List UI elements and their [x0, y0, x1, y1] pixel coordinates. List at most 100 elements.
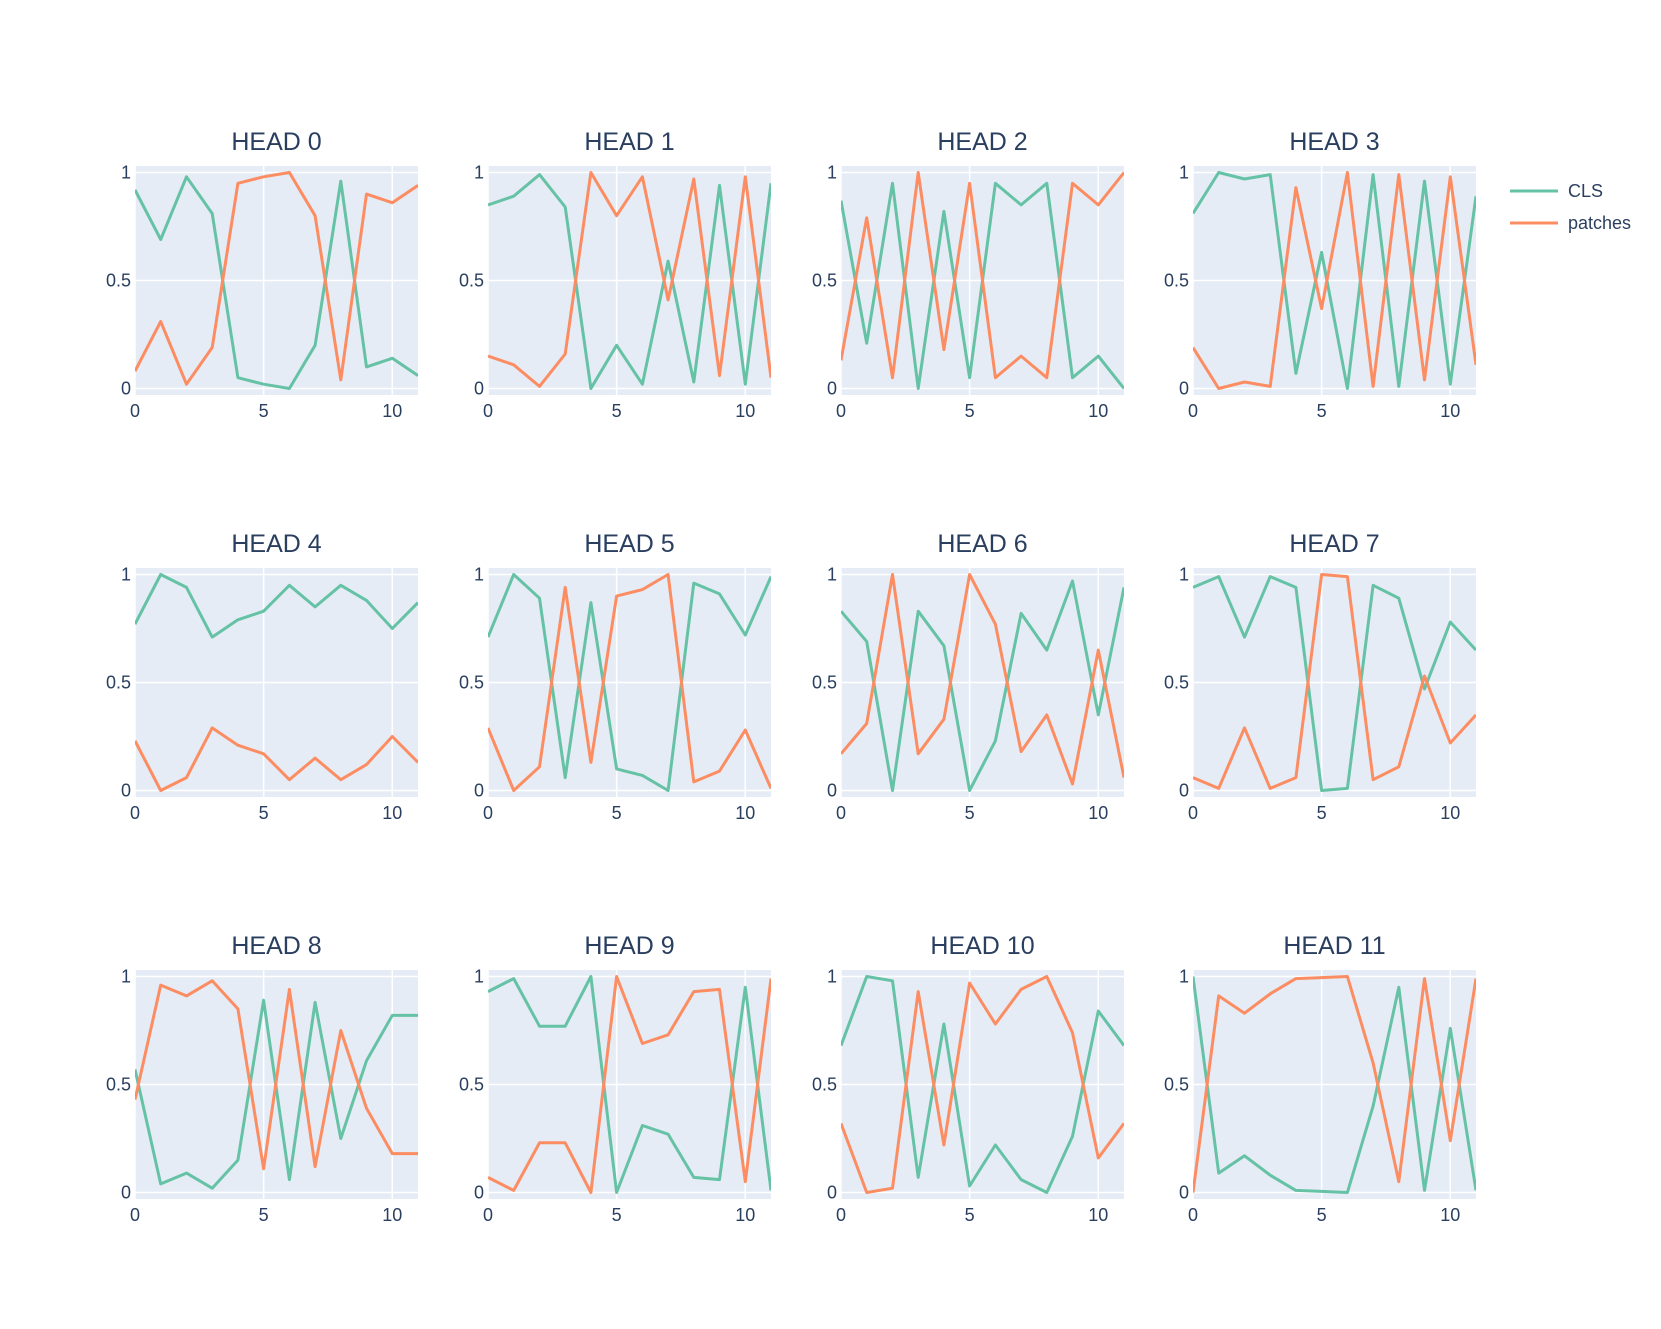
series-line-patches [841, 573, 1124, 786]
x-tick-label: 10 [735, 401, 755, 421]
series-line-patches [488, 171, 771, 388]
y-tick-label: 0 [827, 1183, 837, 1203]
y-tick-label: 0 [121, 379, 131, 399]
subplot-head-7: HEAD 700.510 5 10 [1164, 530, 1476, 823]
legend-item-cls[interactable]: CLS [1510, 181, 1603, 201]
y-tick-label: 1 [474, 564, 484, 584]
x-tick-label: 10 [1440, 1205, 1460, 1225]
subplot-head-2: HEAD 200.510 5 10 [812, 128, 1124, 421]
x-tick-label: 5 [965, 1205, 975, 1225]
y-tick-label: 0.5 [1164, 271, 1189, 291]
subplot-title: HEAD 9 [584, 932, 674, 960]
y-tick-label: 1 [1179, 162, 1189, 182]
x-tick-label: 5 [259, 1205, 269, 1225]
y-tick-label: 0 [474, 781, 484, 801]
y-tick-label: 1 [121, 564, 131, 584]
subplot-title: HEAD 1 [584, 128, 674, 156]
y-tick-label: 0.5 [106, 271, 131, 291]
x-tick-label: 10 [735, 1205, 755, 1225]
subplot-title: HEAD 4 [231, 530, 321, 558]
series-line-cls [135, 573, 418, 639]
y-tick-label: 0 [474, 1183, 484, 1203]
subplot-title: HEAD 5 [584, 530, 674, 558]
series-line-patches [1193, 573, 1476, 790]
x-tick-label: 5 [965, 803, 975, 823]
x-tick-label: 0 [483, 803, 493, 823]
y-tick-label: 0.5 [1164, 673, 1189, 693]
subplot-head-5: HEAD 500.510 5 10 [459, 530, 771, 823]
x-tick-label: 10 [382, 803, 402, 823]
y-tick-label: 0.5 [459, 673, 484, 693]
legend-item-patches[interactable]: patches [1510, 213, 1631, 233]
y-tick-label: 0 [827, 781, 837, 801]
y-tick-label: 0.5 [459, 271, 484, 291]
legend-label: patches [1568, 213, 1631, 233]
y-tick-label: 0 [1179, 379, 1189, 399]
x-tick-label: 5 [965, 401, 975, 421]
y-tick-label: 1 [827, 162, 837, 182]
series-line-cls [841, 975, 1124, 1194]
subplot-title: HEAD 0 [231, 128, 321, 156]
series-line-cls [488, 173, 771, 390]
y-tick-label: 0.5 [106, 673, 131, 693]
series-line-patches [135, 171, 418, 386]
subplot-head-0: HEAD 000.510 5 10 [106, 128, 418, 421]
series-line-cls [1193, 171, 1476, 390]
x-tick-label: 0 [836, 803, 846, 823]
x-tick-label: 0 [130, 401, 140, 421]
x-tick-label: 5 [259, 401, 269, 421]
y-tick-label: 0 [474, 379, 484, 399]
subplot-title: HEAD 11 [1283, 932, 1385, 960]
y-tick-label: 0 [827, 379, 837, 399]
series-line-cls [841, 579, 1124, 792]
x-tick-label: 5 [259, 803, 269, 823]
x-tick-label: 10 [382, 401, 402, 421]
x-tick-label: 5 [612, 1205, 622, 1225]
y-tick-label: 0.5 [459, 1075, 484, 1095]
series-line-cls [488, 975, 771, 1194]
y-tick-label: 1 [474, 162, 484, 182]
subplot-title: HEAD 6 [937, 530, 1027, 558]
y-tick-label: 1 [1179, 966, 1189, 986]
series-line-patches [488, 975, 771, 1194]
y-tick-label: 0 [1179, 1183, 1189, 1203]
y-tick-label: 1 [827, 966, 837, 986]
series-line-patches [135, 726, 418, 792]
series-line-cls [135, 175, 418, 390]
y-tick-label: 0 [121, 1183, 131, 1203]
y-tick-label: 0 [121, 781, 131, 801]
subplot-head-1: HEAD 100.510 5 10 [459, 128, 771, 421]
subplot-head-8: HEAD 800.510 5 10 [106, 932, 418, 1225]
x-tick-label: 5 [1317, 803, 1327, 823]
y-tick-label: 1 [121, 162, 131, 182]
y-tick-label: 1 [1179, 564, 1189, 584]
subplot-title: HEAD 2 [937, 128, 1027, 156]
y-tick-label: 0.5 [106, 1075, 131, 1095]
y-tick-label: 1 [121, 966, 131, 986]
series-line-patches [1193, 975, 1476, 1193]
x-tick-label: 10 [382, 1205, 402, 1225]
subplot-title: HEAD 8 [231, 932, 321, 960]
x-tick-label: 10 [1088, 803, 1108, 823]
x-tick-label: 5 [1317, 401, 1327, 421]
y-tick-label: 1 [827, 564, 837, 584]
x-tick-label: 0 [1188, 803, 1198, 823]
x-tick-label: 10 [1088, 1205, 1108, 1225]
x-tick-label: 10 [1088, 401, 1108, 421]
legend-label: CLS [1568, 181, 1603, 201]
x-tick-label: 10 [1440, 803, 1460, 823]
subplot-title: HEAD 10 [930, 932, 1034, 960]
series-line-cls [135, 998, 418, 1190]
x-tick-label: 5 [612, 803, 622, 823]
x-tick-label: 0 [836, 1205, 846, 1225]
y-tick-label: 0.5 [812, 673, 837, 693]
x-tick-label: 5 [612, 401, 622, 421]
series-line-patches [841, 171, 1124, 380]
y-tick-label: 0.5 [1164, 1075, 1189, 1095]
series-line-patches [1193, 171, 1476, 390]
y-tick-label: 1 [474, 966, 484, 986]
legend[interactable]: CLS patches [1510, 181, 1631, 233]
